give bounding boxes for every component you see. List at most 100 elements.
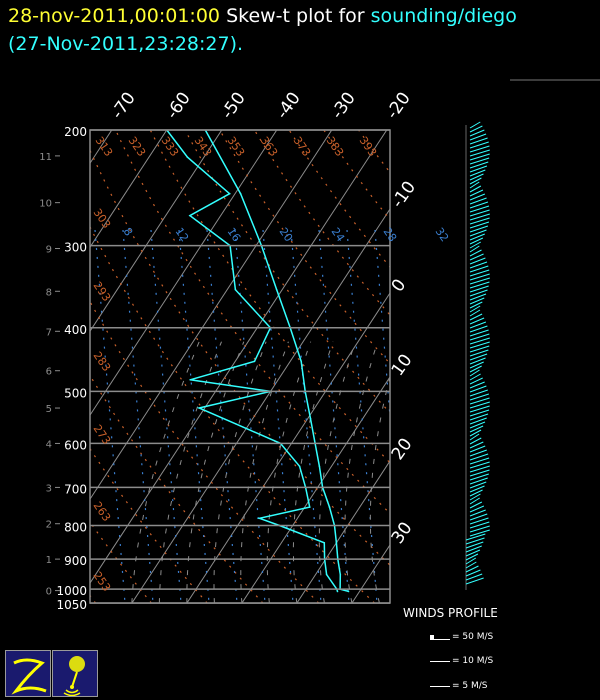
mixing-line (234, 229, 266, 603)
wind-barb (469, 413, 489, 421)
isotherm-label: 10 (388, 351, 417, 380)
wind-barb (469, 197, 487, 205)
wind-barb (469, 389, 488, 397)
legend-5-label: = 5 M/S (452, 681, 488, 691)
moist-adiabat (186, 341, 245, 603)
wind-barb (465, 541, 484, 549)
wind-barb (469, 305, 481, 313)
wind-barb (469, 457, 490, 465)
mixing-line-label: 8 (121, 225, 136, 238)
wind-barb (469, 445, 486, 453)
wind-barb (469, 225, 489, 233)
balloon-logo (52, 650, 98, 697)
wind-barb (469, 385, 487, 393)
wind-barb (469, 417, 487, 425)
wind-barb (469, 481, 487, 489)
wind-barb (469, 373, 481, 381)
temperature-point (239, 192, 242, 195)
height-tick-label: 1 (46, 555, 52, 566)
temperature-point (347, 590, 350, 593)
mixing-line (346, 229, 378, 603)
dry-adiabat-label: 323 (126, 134, 149, 159)
wind-barb (469, 141, 489, 149)
wind-barb (469, 229, 487, 237)
wind-barb (469, 213, 490, 221)
dry-adiabat (0, 130, 40, 603)
dewpoint-point (323, 542, 326, 544)
winds-profile-title: WINDS PROFILE (403, 606, 498, 620)
moist-adiabat (131, 341, 200, 603)
wind-barb (469, 349, 489, 357)
pressure-tick-label: 600 (64, 438, 87, 452)
wind-barb (469, 529, 490, 537)
moist-adiabat (158, 341, 222, 603)
height-tick-label: 11 (39, 152, 52, 163)
wind-barb (469, 149, 490, 157)
pressure-tick-label: 500 (64, 386, 87, 400)
isotherm-label: -60 (162, 89, 194, 123)
wind-barb (469, 233, 485, 241)
wind-barb (469, 337, 490, 345)
dry-adiabat-label: 343 (192, 134, 215, 159)
dewpoint-point (298, 465, 301, 468)
wind-barb (469, 381, 485, 389)
moist-adiabat (318, 341, 356, 603)
mixing-line-label: 32 (433, 225, 452, 244)
height-tick-label: 7 (46, 327, 52, 338)
isotherm (241, 376, 390, 603)
wind-barb (469, 137, 488, 145)
wind-barb (469, 221, 490, 229)
pressure-tick-label: 400 (64, 323, 87, 337)
dewpoint-point (189, 214, 191, 217)
plot-frame (89, 129, 391, 604)
mixing-line (150, 229, 182, 603)
height-tick-label: 6 (46, 367, 52, 378)
height-tick-label: 0 (46, 587, 52, 598)
wind-barb (469, 505, 485, 513)
wind-barb (469, 237, 484, 245)
barb-10-icon (430, 660, 450, 662)
wind-barb (465, 565, 479, 573)
wind-barb (465, 569, 481, 577)
wind-barb (469, 257, 486, 265)
isotherm (90, 130, 223, 333)
wind-barb (465, 557, 477, 565)
dewpoint-point (234, 422, 237, 425)
wind-barb (469, 129, 485, 137)
pressure-tick-label: 200 (64, 125, 87, 139)
dewpoint-point (253, 360, 256, 363)
wind-barb (469, 409, 490, 417)
wind-barb (469, 429, 482, 437)
isotherm (0, 130, 2, 603)
wind-barb (469, 153, 490, 161)
dewpoint-point (325, 573, 328, 576)
wind-barb (465, 553, 479, 561)
dewpoint-profile-line (166, 130, 339, 592)
isotherm (90, 130, 168, 249)
wind-barb (465, 549, 481, 557)
wind-barb (469, 461, 490, 469)
wind-barb (469, 245, 480, 253)
wind-barb (469, 433, 480, 441)
isotherm (90, 130, 113, 165)
wind-barb (469, 477, 488, 485)
wind-barb (469, 321, 487, 329)
dewpoint-point (336, 590, 339, 593)
temperature-point (328, 506, 331, 508)
dry-adiabat-label: 263 (91, 499, 114, 524)
isotherm-label: -40 (272, 89, 304, 123)
wind-barb (465, 573, 483, 581)
dry-adiabat (393, 130, 600, 603)
dry-adiabat-label: 393 (357, 134, 380, 159)
moist-adiabat (344, 341, 379, 603)
wind-barb (469, 329, 489, 337)
wind-barb (469, 165, 488, 173)
wind-barb (469, 497, 480, 505)
wind-barb (469, 201, 489, 209)
height-tick-label: 9 (46, 245, 52, 256)
dewpoint-point (189, 378, 191, 381)
isotherm-label: -30 (327, 89, 359, 123)
wind-barb (469, 509, 486, 517)
wind-barb (469, 489, 483, 497)
wind-barb (469, 277, 490, 285)
